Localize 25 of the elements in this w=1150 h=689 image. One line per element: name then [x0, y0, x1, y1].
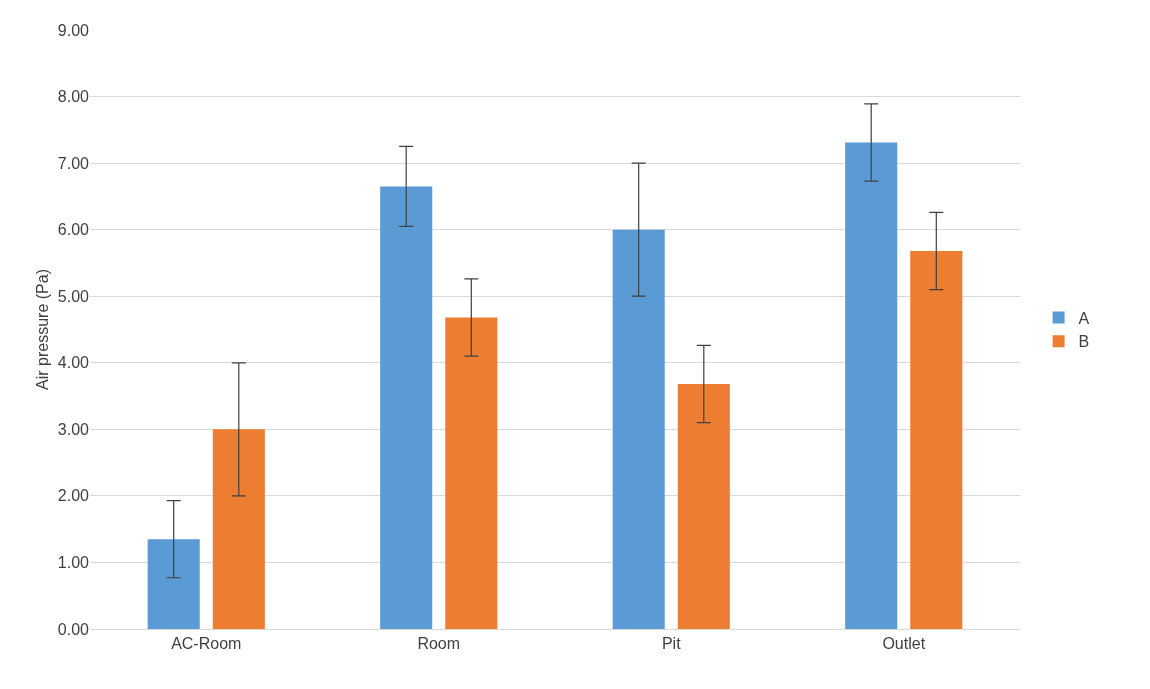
y-tick-label: 9.00	[57, 21, 90, 39]
y-axis-title: Air pressure (Pa)	[34, 269, 51, 390]
bar	[380, 186, 433, 629]
y-tick-label: 6.00	[57, 221, 90, 239]
y-tick-label: 3.00	[57, 420, 90, 438]
bar	[677, 384, 730, 629]
y-tick-label: 8.00	[57, 88, 90, 106]
y-tick-label: 5.00	[57, 287, 90, 305]
x-tick-label: Pit	[661, 635, 682, 653]
y-tick-label: 2.00	[57, 487, 90, 505]
x-tick-label: Outlet	[882, 635, 926, 653]
bar	[612, 229, 665, 629]
bar	[147, 539, 200, 629]
x-tick-label: Room	[417, 635, 461, 653]
y-tick-label: 1.00	[57, 554, 90, 572]
x-tick-label: AC-Room	[171, 635, 242, 653]
bar	[445, 317, 498, 629]
bar	[845, 142, 898, 629]
legend-label: B	[1078, 333, 1090, 351]
y-tick-label: 0.00	[57, 620, 90, 638]
y-tick-label: 7.00	[57, 154, 90, 172]
legend-label: A	[1078, 309, 1090, 327]
bar	[910, 250, 963, 629]
y-tick-label: 4.00	[57, 354, 90, 372]
bar	[212, 429, 265, 629]
